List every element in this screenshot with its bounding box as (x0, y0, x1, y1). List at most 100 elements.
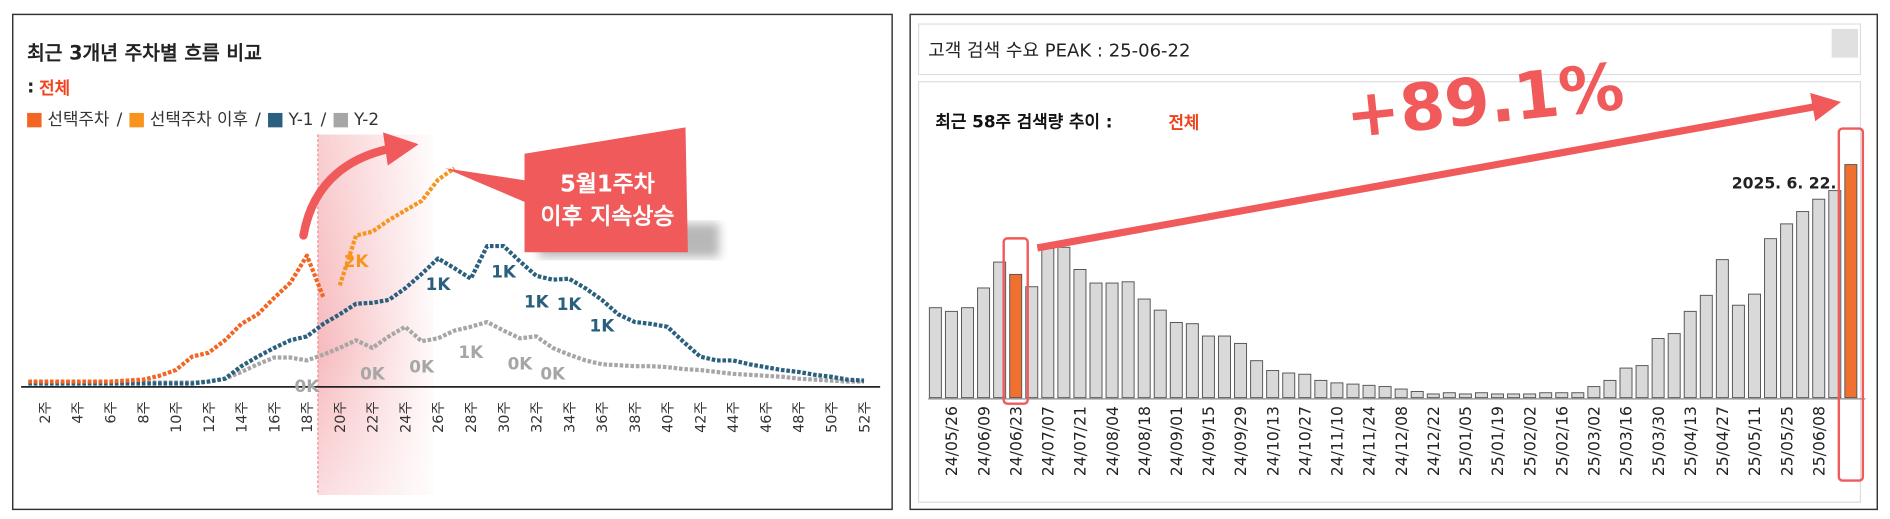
x-tick-label: 36주 (595, 401, 611, 433)
callout-text: 이후 지속상승 (540, 204, 674, 230)
bar (1346, 383, 1360, 399)
bar (1844, 164, 1858, 399)
bar (1169, 321, 1183, 399)
left-chart: 최근 3개년 주차별 흐름 비교 : 전체 2주 4주 6주 8주 10주 12주 14주 1… (21, 42, 881, 495)
x-tick-label: 24/11/24 (1361, 406, 1379, 476)
x-tick-label: 24/08/18 (1136, 406, 1154, 476)
bar (1410, 391, 1424, 399)
legend-separator: / (255, 109, 261, 129)
bar (1298, 373, 1312, 399)
bar (1426, 393, 1440, 399)
x-tick-label: 25/05/11 (1746, 406, 1764, 476)
right-chart: 고객 검색 수요 PEAK : 25-06-22 최근 58주 검색량 추이 :… (928, 41, 1866, 482)
bar (1105, 282, 1119, 399)
x-tick-label: 24주 (398, 401, 414, 433)
data-label: 1K (524, 291, 550, 311)
bar (1619, 367, 1633, 399)
bar (1699, 294, 1713, 399)
data-label: 1K (426, 274, 452, 294)
x-tick-label: 44주 (726, 401, 742, 433)
bar (1587, 386, 1601, 399)
x-tick-label: 12주 (202, 401, 218, 433)
data-label: 0K (540, 363, 566, 383)
x-tick-label: 25/03/30 (1650, 406, 1668, 476)
data-label: 0K (360, 363, 386, 383)
x-tick-label: 25/05/25 (1778, 406, 1796, 476)
right-title: 최근 58주 검색량 추이 : (935, 112, 1112, 132)
x-tick-label: 24/08/04 (1104, 406, 1122, 476)
right-header: 고객 검색 수요 PEAK : 25-06-22 (928, 41, 1190, 62)
bar (1603, 379, 1617, 399)
series-line (337, 166, 456, 287)
legend-label: Y-1 (287, 109, 313, 129)
bar (1764, 238, 1778, 399)
bar (1571, 392, 1585, 399)
bar (1539, 392, 1553, 399)
x-tick-label: 24/07/07 (1040, 406, 1058, 476)
bar (1330, 382, 1344, 399)
x-tick-label: 32주 (530, 401, 546, 433)
bar (1394, 388, 1408, 399)
x-tick-label: 24/11/10 (1329, 406, 1347, 476)
x-tick-label: 6주 (103, 401, 119, 423)
bar (1089, 282, 1103, 399)
data-label: 2K (344, 251, 370, 271)
right-subtitle: 전체 (1168, 113, 1199, 133)
x-tick-label: 8주 (136, 401, 152, 423)
x-tick-label: 24/06/09 (975, 406, 993, 476)
bar (1282, 372, 1296, 399)
bar (1250, 360, 1264, 399)
x-tick-label: 20주 (333, 401, 349, 433)
x-tick-label: 40주 (661, 401, 677, 433)
bar (1057, 246, 1071, 399)
bar (1137, 298, 1151, 399)
x-tick-label: 38주 (628, 401, 644, 433)
x-tick-label: 24/09/15 (1200, 406, 1218, 476)
bar (1185, 323, 1199, 399)
x-tick-label: 24/12/08 (1393, 406, 1411, 476)
plot-box (917, 81, 1862, 503)
bar (1812, 198, 1826, 399)
x-tick-label: 24/05/26 (943, 406, 961, 476)
left-panel (12, 13, 893, 511)
series-line (28, 319, 865, 385)
x-tick-label: 24/09/01 (1168, 406, 1186, 476)
bar (1153, 309, 1167, 399)
x-tick-label: 26주 (431, 401, 447, 433)
data-label: 1K (491, 261, 517, 281)
callout-text: 5월1주차 (560, 172, 655, 198)
bar (1362, 384, 1376, 399)
data-label: 1K (458, 342, 484, 362)
peak-label: 2025. 6. 22. (1732, 174, 1837, 192)
x-tick-label: 30주 (497, 401, 513, 433)
data-label: 1K (590, 315, 616, 335)
x-tick-label: 25/01/05 (1457, 406, 1475, 476)
legend-label: Y-2 (353, 109, 379, 129)
x-tick-label: 25/02/02 (1521, 406, 1539, 476)
series-line (28, 253, 326, 384)
x-tick-label: 18주 (300, 401, 316, 433)
legend-swatch (129, 112, 144, 128)
bar (1201, 335, 1215, 399)
x-tick-label: 24/07/21 (1072, 406, 1090, 476)
x-tick-label: 24/10/27 (1296, 406, 1314, 476)
x-tick-label: 25/04/13 (1682, 406, 1700, 476)
legend-separator: / (117, 109, 123, 129)
bar (1683, 310, 1697, 399)
x-tick-label: 10주 (169, 401, 185, 433)
bar (1009, 273, 1023, 399)
x-tick-label: 2주 (38, 401, 54, 423)
bar (1651, 338, 1665, 399)
bar (1217, 335, 1231, 399)
x-tick-label: 25/01/19 (1489, 406, 1507, 476)
x-tick-label: 4주 (71, 401, 87, 423)
bar (1731, 304, 1745, 399)
callout (445, 127, 688, 253)
bar (1507, 393, 1521, 399)
bar (1667, 333, 1681, 399)
growth-arrow (1036, 92, 1842, 252)
legend-separator: / (321, 109, 327, 129)
legend-label: 선택주차 (48, 109, 110, 129)
